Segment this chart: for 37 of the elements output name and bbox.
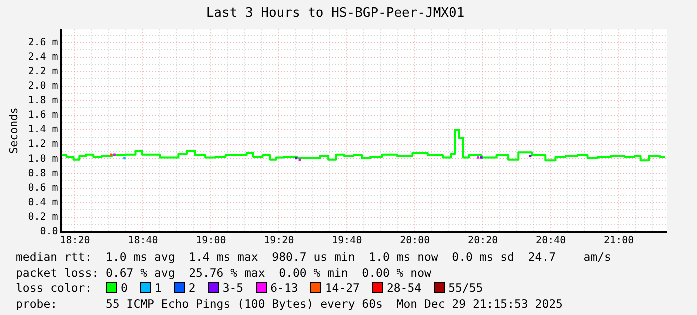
legend-label: 6-13 bbox=[270, 281, 298, 295]
y-tick-label: 1.0 m bbox=[28, 154, 58, 165]
y-tick-label: 0.6 m bbox=[28, 182, 58, 194]
legend-label: 3-5 bbox=[222, 281, 244, 295]
y-tick-label: 2.0 m bbox=[28, 80, 58, 92]
x-tick-label: 19:20 bbox=[264, 236, 294, 247]
legend-label: 0 bbox=[121, 281, 128, 295]
y-tick-label: 0.0 bbox=[40, 226, 58, 238]
x-tick-label: 19:40 bbox=[332, 236, 362, 247]
text: median rtt: 1.0 ms avg 1.4 ms max 980.7 us min 1.0 ms now 0.0 ms sd 24.7 am/s bbox=[16, 250, 612, 266]
x-tick-label: 19:00 bbox=[196, 236, 226, 247]
legend-label: 1 bbox=[154, 281, 162, 295]
y-tick-label: 0.8 m bbox=[28, 168, 58, 180]
text: packet loss: 0.67 % avg 25.76 % max 0.00 % min 0.00 % now bbox=[16, 266, 432, 281]
legend-label: 28-54 bbox=[386, 281, 422, 295]
x-tick-label: 21:00 bbox=[604, 236, 634, 247]
legend-label: 14-27 bbox=[325, 281, 360, 295]
chart-title: Last 3 Hours to HS-BGP-Peer-JMX01 bbox=[206, 6, 465, 22]
x-tick-label: 18:20 bbox=[60, 236, 90, 247]
x-tick-label: 20:40 bbox=[536, 236, 566, 247]
y-tick-label: 1.6 m bbox=[28, 110, 58, 122]
y-tick-label: 2.4 m bbox=[28, 52, 58, 63]
y-tick-label: 0.4 m bbox=[28, 197, 58, 208]
x-tick-label: 18:40 bbox=[128, 236, 158, 247]
y-tick-label: 2.2 m bbox=[28, 66, 58, 78]
x-tick-label: 20:00 bbox=[400, 236, 430, 247]
text: probe: 55 ICMP Echo Pings (100 Bytes) every 60s Mon Dec 29 21:15:53 2025 bbox=[16, 296, 564, 312]
legend-title: loss color: bbox=[16, 281, 94, 295]
y-tick-label: 1.4 m bbox=[28, 124, 58, 136]
legend-label: 2 bbox=[188, 281, 196, 295]
x-tick-label: 20:20 bbox=[468, 236, 498, 247]
y-axis-title: Seconds bbox=[7, 108, 20, 154]
legend-label: 55/55 bbox=[448, 281, 484, 295]
y-tick-label: 1.8 m bbox=[28, 96, 58, 107]
y-tick-label: 0.2 m bbox=[28, 212, 58, 224]
y-tick-label: 2.6 m bbox=[28, 37, 58, 48]
y-tick-label: 1.2 m bbox=[28, 139, 58, 150]
